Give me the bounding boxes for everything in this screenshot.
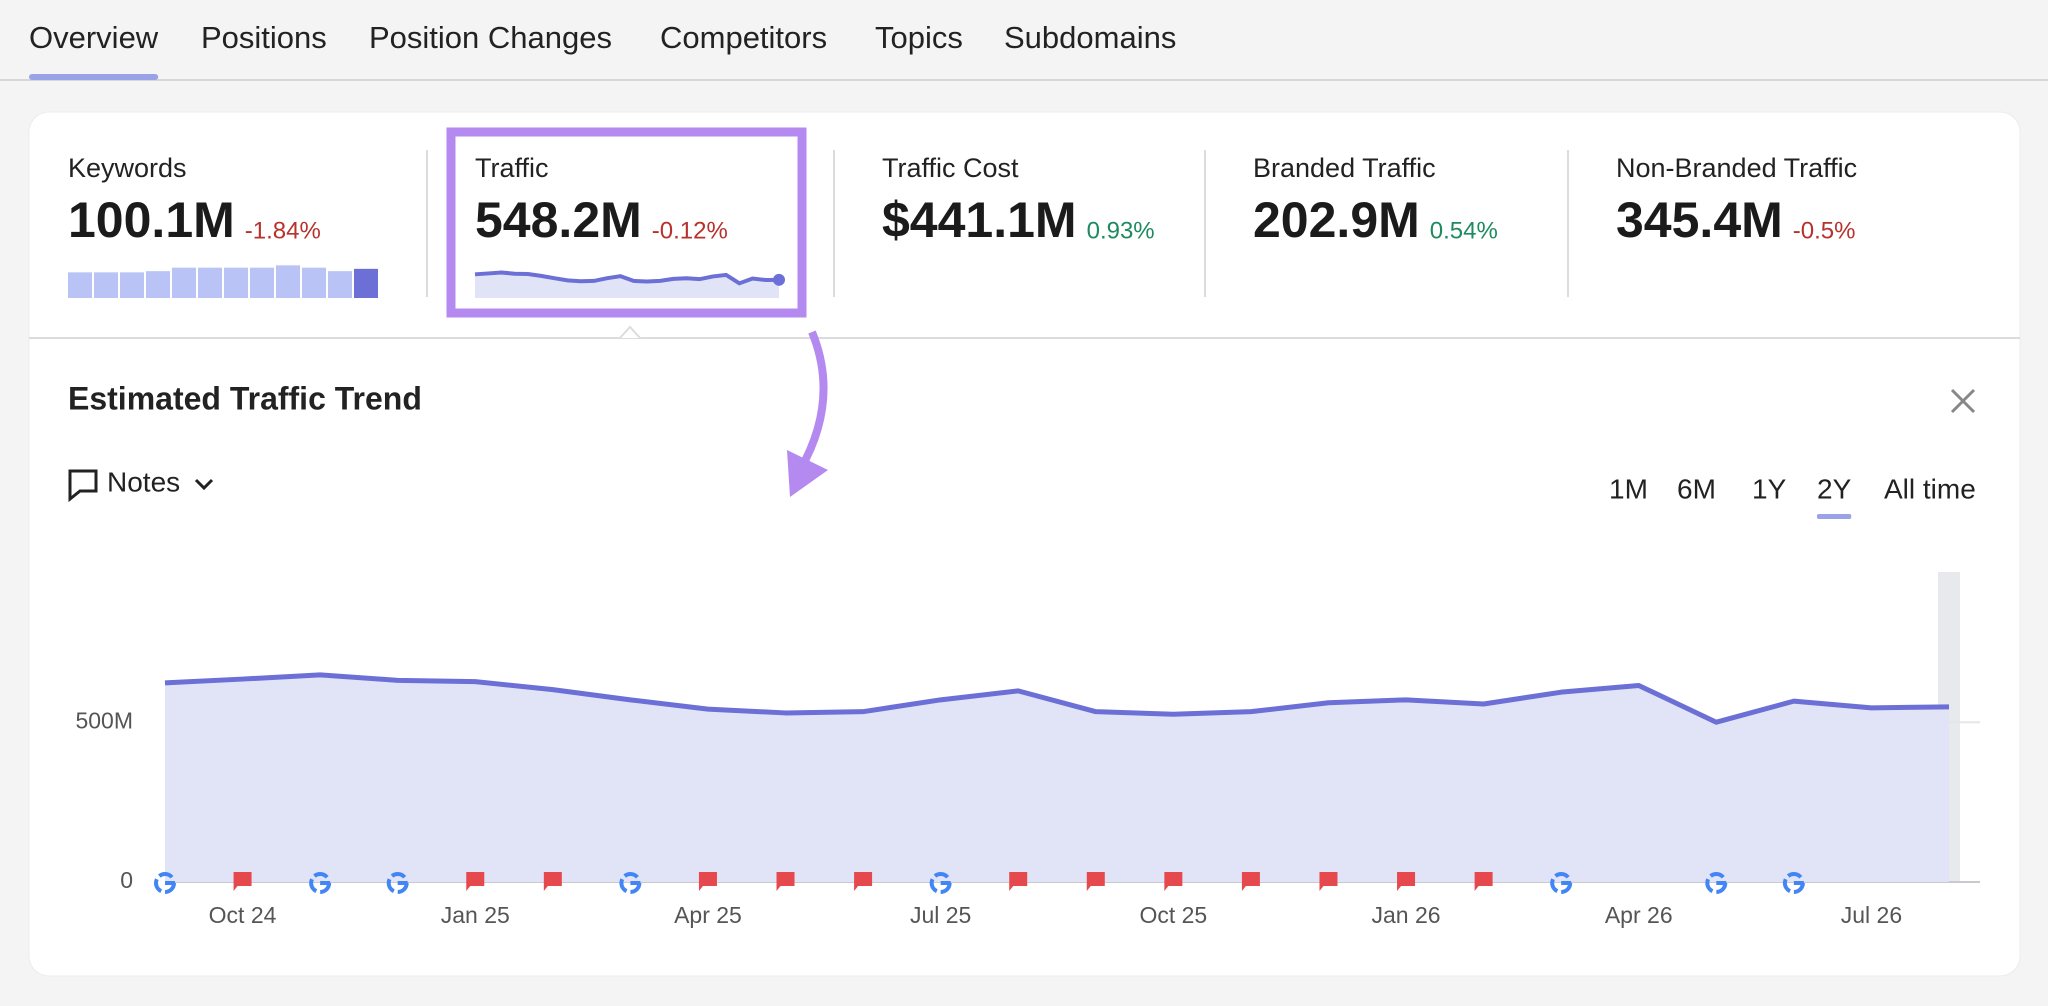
spark-bar — [198, 267, 222, 298]
metric-value: 548.2M — [475, 192, 642, 248]
spark-bar — [68, 272, 92, 298]
metric-label: Branded Traffic — [1253, 153, 1436, 183]
flag-icon[interactable] — [1241, 872, 1260, 891]
spark-bar — [328, 271, 352, 298]
tab[interactable]: Subdomains — [1004, 20, 1176, 55]
metric-change: -0.5% — [1793, 217, 1856, 244]
spark-dot — [773, 273, 785, 286]
x-tick-label: Jan 25 — [441, 902, 510, 928]
line — [164, 672, 1950, 725]
metric-label: Non-Branded Traffic — [1616, 153, 1857, 183]
tab[interactable]: Topics — [875, 20, 963, 55]
flag-icon[interactable] — [1474, 872, 1493, 891]
range-underline — [1817, 514, 1852, 519]
close-button[interactable] — [1950, 388, 1976, 414]
metric-value: 100.1M — [68, 192, 235, 248]
x-tick-label: Oct 24 — [209, 902, 277, 928]
panel-title: Estimated Traffic Trend — [68, 380, 422, 416]
spark-bar — [146, 271, 170, 298]
notes-button[interactable]: Notes — [107, 466, 180, 497]
flag-icon[interactable] — [233, 872, 252, 891]
range-button[interactable]: 1M — [1609, 473, 1648, 504]
spark-bar — [172, 267, 196, 298]
spark-bar — [120, 272, 144, 298]
flag-icon[interactable] — [698, 872, 717, 891]
highlight-box — [446, 127, 807, 318]
range-button[interactable]: 6M — [1677, 473, 1716, 504]
spark-bar — [224, 267, 248, 298]
arrow-head — [787, 450, 828, 497]
x-tick-label: Apr 26 — [1605, 902, 1673, 928]
flag-icon[interactable] — [1319, 872, 1338, 891]
flag-icon[interactable] — [1009, 872, 1028, 891]
x-tick-label: Jul 26 — [1841, 902, 1902, 928]
flag-icon[interactable] — [854, 872, 873, 891]
caret — [619, 325, 641, 339]
arrow — [796, 330, 828, 472]
flag-icon[interactable] — [1397, 872, 1416, 891]
metric-value: 345.4M — [1616, 192, 1783, 248]
flag-icon[interactable] — [776, 872, 795, 891]
spark-bar — [354, 268, 378, 298]
metric-change: -1.84% — [245, 217, 321, 244]
y-tick-label: 500M — [75, 707, 133, 733]
x-tick-label: Oct 25 — [1139, 902, 1207, 928]
flag-icon[interactable] — [543, 872, 562, 891]
metric-label: Traffic — [475, 153, 549, 183]
flag-icon[interactable] — [466, 872, 485, 891]
spark-bar — [302, 267, 326, 298]
range-button[interactable]: 2Y — [1817, 473, 1852, 504]
range-button[interactable]: 1Y — [1752, 473, 1787, 504]
tab[interactable]: Position Changes — [369, 20, 612, 55]
spark-line — [474, 270, 780, 286]
flag-icon[interactable] — [1086, 872, 1105, 891]
x-tick-label: Jul 25 — [910, 902, 971, 928]
metric-label: Traffic Cost — [882, 153, 1019, 183]
spark-bar — [94, 272, 118, 298]
metric-value: 202.9M — [1253, 192, 1420, 248]
metric-label: Keywords — [68, 153, 187, 183]
metric-value: $441.1M — [882, 192, 1077, 248]
tab[interactable]: Competitors — [660, 20, 827, 55]
metric-change: -0.12% — [652, 217, 728, 244]
flag-icon[interactable] — [1164, 872, 1183, 891]
spark-bar — [276, 265, 300, 298]
notes-icon — [68, 469, 98, 503]
x-tick-label: Apr 25 — [674, 902, 742, 928]
notes-chevron — [194, 478, 214, 491]
area — [165, 674, 1949, 882]
tab[interactable]: Overview — [29, 20, 159, 55]
x-tick-label: Jan 26 — [1372, 902, 1441, 928]
y-tick-label: 0 — [120, 867, 133, 893]
metric-change: 0.54% — [1430, 217, 1498, 244]
spark-bar — [250, 267, 274, 298]
metric-change: 0.93% — [1087, 217, 1155, 244]
tab[interactable]: Positions — [201, 20, 327, 55]
range-button[interactable]: All time — [1884, 473, 1976, 504]
tab-underline — [29, 74, 159, 80]
